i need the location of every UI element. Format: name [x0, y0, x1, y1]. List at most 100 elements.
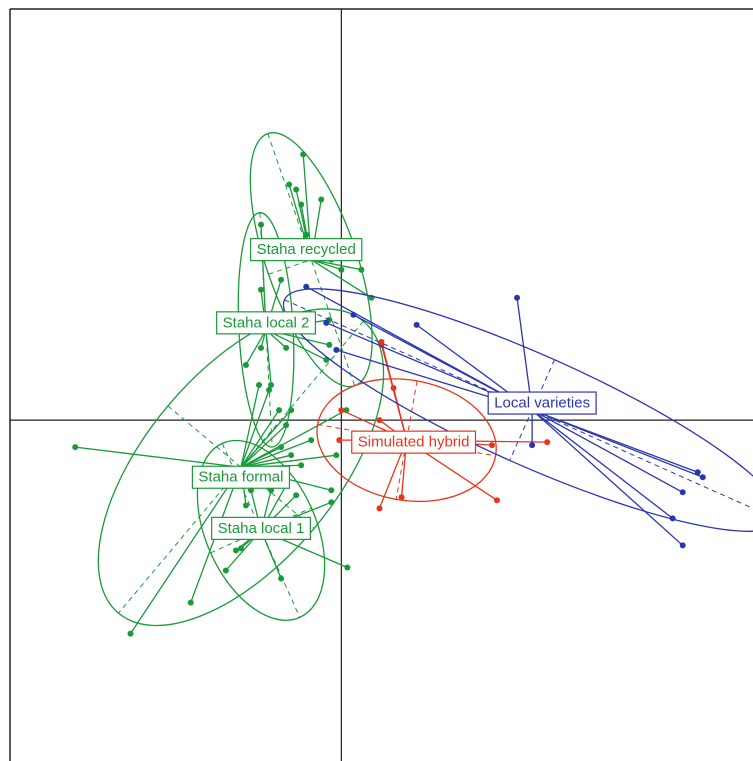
point-local-varieties-8 [699, 474, 706, 481]
label-staha-local-2: Staha local 2 [216, 311, 317, 335]
label-staha-local-1: Staha local 1 [211, 516, 311, 540]
spoke-staha-formal-2 [240, 384, 260, 468]
point-staha-local-2-6 [242, 361, 249, 368]
point-staha-recycled-0 [300, 151, 307, 158]
point-staha-local-1-8 [237, 545, 244, 552]
label-text-simulated-hybrid: Simulated hybrid [358, 434, 470, 451]
label-box-staha-recycled [249, 238, 363, 262]
plot-frame [9, 8, 753, 761]
point-local-varieties-9 [679, 489, 686, 496]
point-staha-local-2-5 [283, 344, 290, 351]
point-staha-formal-2 [256, 382, 263, 388]
point-staha-formal-8 [308, 437, 315, 444]
point-staha-recycled-7 [303, 231, 310, 238]
label-text-staha-local-1: Staha local 1 [218, 520, 305, 537]
point-staha-recycled-2 [318, 196, 325, 203]
point-staha-formal-1 [276, 407, 283, 414]
point-staha-recycled-5 [358, 266, 365, 273]
point-staha-recycled-9 [338, 266, 345, 273]
point-simulated-hybrid-6 [544, 439, 551, 446]
spoke-staha-formal-4 [240, 409, 292, 468]
point-staha-recycled-4 [293, 186, 300, 193]
label-local-varieties: Local varieties [487, 391, 597, 415]
point-staha-local-2-1 [278, 276, 285, 283]
label-staha-formal: Staha formal [191, 465, 291, 489]
spoke-staha-local-2-6 [245, 329, 267, 366]
label-text-staha-formal: Staha formal [198, 469, 283, 486]
point-simulated-hybrid-3 [376, 417, 383, 424]
point-staha-formal-5 [283, 422, 290, 429]
point-local-varieties-10 [669, 515, 676, 522]
spoke-local-varieties-4 [516, 297, 533, 411]
spoke-staha-formal-14 [129, 466, 242, 635]
label-text-local-varieties: Local varieties [494, 395, 590, 412]
point-staha-local-1-6 [222, 567, 229, 574]
spoke-simulated-hybrid-10 [380, 344, 408, 441]
point-local-varieties-6 [529, 442, 536, 449]
point-staha-formal-0 [72, 444, 79, 451]
spoke-staha-local-2-10 [265, 329, 272, 386]
groups-layer [72, 132, 753, 637]
point-simulated-hybrid-4 [336, 437, 343, 444]
spoke-staha-recycled-6 [310, 259, 372, 299]
point-staha-local-1-5 [278, 575, 285, 582]
point-staha-local-1-3 [328, 499, 335, 506]
spoke-local-varieties-8 [531, 409, 704, 478]
labels-layer: Staha recycled Staha local 2 Staha formal S… [191, 238, 597, 540]
ellipse-axis-simulated-hybrid-1 [395, 380, 418, 500]
spoke-staha-formal-7 [240, 454, 292, 468]
spoke-local-varieties-11 [531, 409, 684, 546]
spoke-local-varieties-10 [531, 409, 674, 519]
point-staha-formal-7 [288, 452, 295, 459]
point-staha-formal-4 [288, 407, 295, 414]
spoke-staha-formal-11 [240, 454, 337, 468]
spoke-staha-recycled-9 [311, 259, 342, 271]
label-box-staha-local-2 [216, 311, 317, 335]
point-local-varieties-1 [350, 311, 357, 318]
label-box-staha-local-1 [211, 516, 311, 540]
label-box-simulated-hybrid [351, 430, 477, 454]
point-staha-local-2-10 [268, 382, 275, 388]
label-staha-recycled: Staha recycled [249, 238, 363, 262]
point-local-varieties-4 [514, 294, 521, 301]
label-box-staha-formal [191, 465, 291, 489]
label-text-staha-local-2: Staha local 2 [223, 314, 310, 331]
point-local-varieties-11 [679, 542, 686, 549]
point-simulated-hybrid-9 [376, 505, 383, 512]
point-staha-formal-12 [328, 487, 335, 494]
ellipse-axis-staha-formal-0 [167, 405, 315, 529]
point-staha-local-2-2 [258, 286, 265, 293]
label-text-staha-recycled: Staha recycled [257, 241, 356, 258]
spoke-staha-formal-8 [240, 439, 312, 468]
spoke-staha-formal-3 [240, 389, 270, 468]
point-staha-recycled-1 [286, 181, 293, 188]
point-staha-local-2-7 [326, 341, 333, 348]
point-simulated-hybrid-2 [338, 407, 345, 414]
spoke-staha-formal-10 [240, 409, 347, 468]
point-local-varieties-7 [694, 469, 701, 476]
spoke-staha-recycled-5 [311, 259, 362, 271]
point-staha-formal-3 [266, 387, 273, 394]
point-staha-formal-15 [187, 599, 194, 606]
spoke-local-varieties-9 [531, 409, 684, 493]
point-simulated-hybrid-7 [493, 497, 500, 504]
point-simulated-hybrid-5 [488, 442, 495, 449]
point-staha-local-1-4 [344, 564, 351, 571]
spoke-staha-formal-1 [240, 409, 280, 468]
label-box-local-varieties [487, 391, 597, 415]
point-local-varieties-2 [323, 319, 330, 326]
label-simulated-hybrid: Simulated hybrid [351, 430, 477, 454]
point-staha-local-1-10 [293, 492, 300, 499]
point-local-varieties-3 [413, 321, 420, 328]
point-local-varieties-5 [333, 346, 340, 353]
point-staha-formal-13 [242, 502, 249, 509]
spoke-staha-local-2-8 [265, 329, 327, 361]
point-staha-local-2-4 [258, 344, 265, 351]
point-local-varieties-0 [303, 283, 310, 290]
spoke-staha-formal-5 [240, 424, 287, 468]
point-staha-formal-11 [333, 452, 340, 459]
point-staha-local-2-0 [258, 221, 265, 228]
point-staha-formal-9 [298, 462, 305, 469]
spoke-staha-formal-0 [75, 446, 242, 468]
